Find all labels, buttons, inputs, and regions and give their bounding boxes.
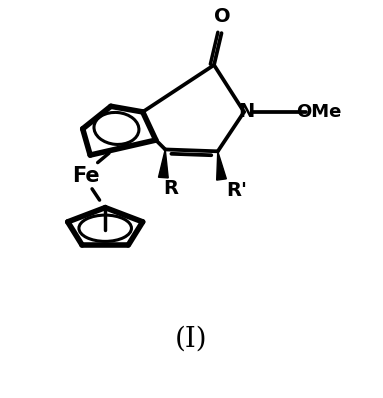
Text: Fe: Fe: [73, 166, 100, 186]
Text: R': R': [226, 181, 247, 200]
Text: (I): (I): [175, 326, 208, 353]
Text: N: N: [238, 102, 254, 121]
Text: OMe: OMe: [296, 103, 342, 121]
Text: R: R: [164, 179, 178, 198]
Text: O: O: [214, 8, 231, 26]
Polygon shape: [217, 151, 226, 180]
Polygon shape: [159, 149, 168, 178]
